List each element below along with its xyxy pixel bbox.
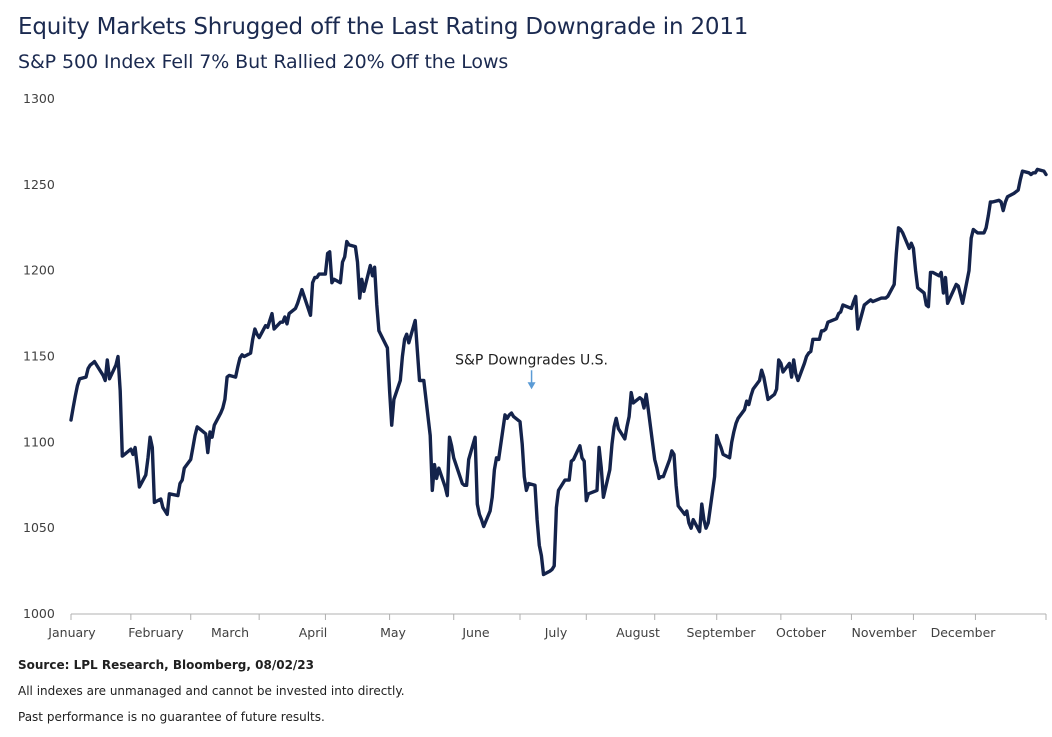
- x-tick-label: April: [299, 625, 328, 640]
- y-tick-label: 1100: [23, 434, 55, 449]
- x-tick-label: February: [128, 625, 184, 640]
- y-axis: 1000 1050 1100 1150 1200 1250 1300: [23, 91, 55, 621]
- y-tick-label: 1250: [23, 177, 55, 192]
- source-note: Source: LPL Research, Bloomberg, 08/02/2…: [18, 658, 314, 672]
- disclaimer-unmanaged: All indexes are unmanaged and cannot be …: [18, 684, 405, 698]
- x-tick-label: May: [380, 625, 406, 640]
- x-tick-label: March: [211, 625, 249, 640]
- y-tick-label: 1150: [23, 349, 55, 364]
- y-tick-label: 1050: [23, 520, 55, 535]
- disclaimer-performance: Past performance is no guarantee of futu…: [18, 710, 325, 724]
- annotation-arrow-head: [527, 382, 536, 390]
- x-tick-label: June: [461, 625, 490, 640]
- x-tick-label: July: [544, 625, 568, 640]
- sp500-line: [69, 167, 1048, 577]
- y-tick-label: 1200: [23, 263, 55, 278]
- y-tick-label: 1000: [23, 606, 55, 621]
- x-tick-label: August: [616, 625, 660, 640]
- chart-subtitle: S&P 500 Index Fell 7% But Rallied 20% Of…: [18, 51, 509, 73]
- x-tick-label: November: [851, 625, 917, 640]
- downgrade-annotation: S&P Downgrades U.S.: [455, 352, 608, 390]
- x-tick-label: December: [931, 625, 997, 640]
- x-tick-label: January: [47, 625, 96, 640]
- y-tick-label: 1300: [23, 91, 55, 106]
- x-axis: January February March April May June July Augu…: [47, 613, 1047, 640]
- x-tick-label: October: [776, 625, 827, 640]
- annotation-label: S&P Downgrades U.S.: [455, 352, 608, 368]
- chart-title: Equity Markets Shrugged off the Last Rat…: [18, 14, 749, 40]
- x-tick-label: September: [686, 625, 756, 640]
